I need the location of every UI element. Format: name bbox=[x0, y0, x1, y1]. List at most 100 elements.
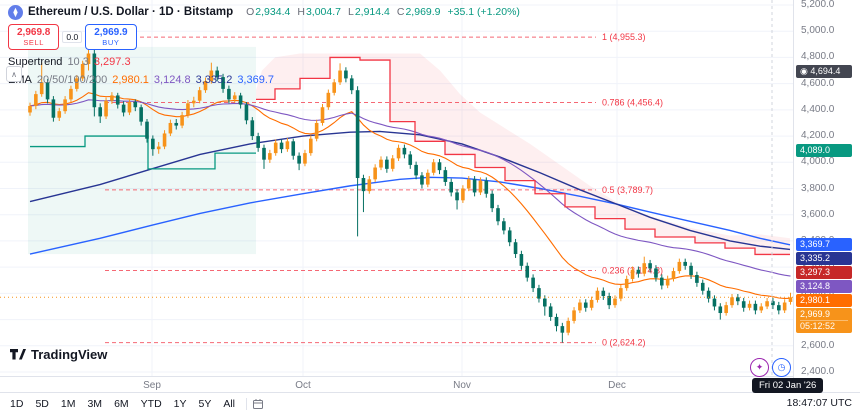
candle-body bbox=[390, 158, 395, 169]
candle-body bbox=[484, 180, 489, 194]
candle-body bbox=[771, 301, 775, 306]
ema20-value: 2,980.1 bbox=[112, 74, 149, 87]
candle-body bbox=[303, 153, 307, 164]
candle-body bbox=[402, 147, 407, 155]
sell-button[interactable]: 2,969.8 SELL bbox=[8, 24, 60, 51]
candle-body bbox=[613, 298, 617, 306]
candle-body bbox=[513, 242, 518, 255]
go-to-date-button[interactable]: ◷ bbox=[772, 358, 791, 377]
candle-body bbox=[34, 94, 38, 106]
candle-body bbox=[285, 141, 290, 150]
symbol-title[interactable]: Ethereum / U.S. Dollar · 1D · Bitstamp bbox=[28, 6, 234, 18]
ema200-value: 3,369.7 bbox=[237, 74, 275, 87]
candle-body bbox=[139, 107, 143, 122]
range-button-all[interactable]: All bbox=[223, 398, 236, 410]
bottom-toolbar: 1D 5D 1M 3M 6M YTD 1Y 5Y All 18:47:07 UT… bbox=[0, 392, 860, 414]
candle-body bbox=[689, 265, 693, 276]
supertrend-down-zone bbox=[256, 53, 790, 255]
toolbar-divider bbox=[246, 398, 248, 410]
open-label: O bbox=[246, 6, 255, 18]
ema50-line bbox=[29, 99, 791, 277]
price-axis[interactable]: 5,200.0 5,000.0 4,800.0 4,600.0 4,400.0 4,200… bbox=[793, 0, 860, 392]
go-to-date-icon[interactable] bbox=[252, 398, 264, 410]
candle-body bbox=[28, 105, 32, 113]
candle-body bbox=[309, 138, 313, 154]
buy-price: 2,969.9 bbox=[94, 27, 128, 38]
candle-body bbox=[747, 303, 752, 308]
range-button-ytd[interactable]: YTD bbox=[140, 398, 162, 410]
range-button-5y[interactable]: 5Y bbox=[198, 398, 212, 410]
candle-body bbox=[753, 303, 758, 311]
tradingview-logo[interactable]: TradingView bbox=[10, 347, 107, 362]
candle-body bbox=[151, 138, 155, 150]
candle-body bbox=[420, 175, 424, 185]
spread-value: 0.0 bbox=[62, 31, 83, 44]
change-value: +35.1 (+1.20%) bbox=[447, 6, 520, 18]
candle-body bbox=[57, 111, 62, 118]
buy-button[interactable]: 2,969.9 BUY bbox=[85, 24, 137, 51]
candle-body bbox=[332, 82, 336, 93]
indicator-row-supertrend[interactable]: Supertrend 10 3 3,297.3 bbox=[8, 54, 520, 70]
symbol-row[interactable]: ⧫ Ethereum / U.S. Dollar · 1D · Bitstamp… bbox=[8, 4, 520, 20]
candle-body bbox=[203, 81, 208, 91]
price-tick-label: 4,000.0 bbox=[801, 156, 835, 168]
candle-body bbox=[519, 254, 524, 266]
close-value: 2,969.9 bbox=[405, 6, 441, 18]
price-tick-label: 3,800.0 bbox=[801, 182, 835, 194]
indicator-row-ema[interactable]: EMA 20/50/100/200 2,980.1 3,124.8 3,335.… bbox=[8, 72, 520, 88]
candle-body bbox=[92, 53, 97, 108]
price-axis-badge: 3,124.8 bbox=[796, 280, 852, 294]
collapse-legend-button[interactable]: ∧ bbox=[6, 66, 22, 82]
price-tick-label: 4,800.0 bbox=[801, 51, 835, 63]
candle-body bbox=[69, 88, 73, 100]
price-tick-label: 4,600.0 bbox=[801, 77, 835, 89]
candle-body bbox=[449, 181, 453, 193]
candle-body bbox=[782, 302, 787, 311]
candle-body bbox=[250, 120, 255, 137]
fib-label: 0 (2,624.2) bbox=[602, 338, 646, 348]
candle-body bbox=[279, 142, 284, 150]
high-label: H bbox=[297, 6, 305, 18]
sparkle-icon: ✦ bbox=[755, 362, 764, 372]
range-button-3m[interactable]: 3M bbox=[87, 398, 103, 410]
low-label: L bbox=[347, 6, 354, 18]
crosshair-date-badge: Fri 02 Jan '26 bbox=[752, 378, 824, 393]
candle-body bbox=[268, 153, 272, 160]
price-axis-badge: 4,089.0 bbox=[796, 144, 852, 158]
candle-body bbox=[560, 326, 565, 333]
range-button-1d[interactable]: 1D bbox=[10, 398, 24, 410]
candle-body bbox=[127, 101, 132, 113]
candle-body bbox=[39, 82, 44, 95]
candle-body bbox=[291, 141, 296, 156]
candle-body bbox=[583, 302, 588, 308]
range-button-1m[interactable]: 1M bbox=[60, 398, 76, 410]
range-button-6m[interactable]: 6M bbox=[114, 398, 129, 410]
candle-body bbox=[63, 99, 67, 112]
price-chart[interactable]: Sep Oct Nov Dec 1 (4,955.3) 0.786 (4,456.4) 0.… bbox=[0, 0, 793, 392]
candle-body bbox=[472, 179, 477, 193]
candle-body bbox=[683, 261, 687, 266]
candle-body bbox=[718, 306, 723, 314]
candle-body bbox=[543, 298, 547, 307]
candle-body bbox=[619, 288, 623, 299]
range-button-5d[interactable]: 5D bbox=[35, 398, 49, 410]
candle-body bbox=[338, 70, 342, 83]
price-axis-badge: 2,980.1 bbox=[796, 294, 852, 308]
price-tick-label: 5,000.0 bbox=[801, 25, 835, 37]
quick-action-button[interactable]: ✦ bbox=[750, 358, 769, 377]
candle-body bbox=[712, 298, 717, 307]
ohlc-readout: O2,934.4 H3,004.7 L2,914.4 C2,969.9 +35.… bbox=[246, 6, 520, 18]
candle-body bbox=[297, 155, 301, 164]
candle-body bbox=[215, 70, 219, 78]
candle-body bbox=[426, 172, 430, 185]
candle-body bbox=[466, 179, 471, 189]
ema50-value: 3,124.8 bbox=[153, 74, 191, 87]
range-button-1y[interactable]: 1Y bbox=[173, 398, 187, 410]
price-axis-badge: ◉ 4,694.4 bbox=[796, 64, 852, 78]
timezone-clock[interactable]: 18:47:07 UTC bbox=[786, 397, 852, 409]
candle-body bbox=[320, 107, 325, 123]
candle-body bbox=[344, 70, 348, 79]
candle-body bbox=[589, 299, 594, 308]
candle-body bbox=[192, 100, 196, 104]
price-tick-label: 4,200.0 bbox=[801, 130, 835, 142]
